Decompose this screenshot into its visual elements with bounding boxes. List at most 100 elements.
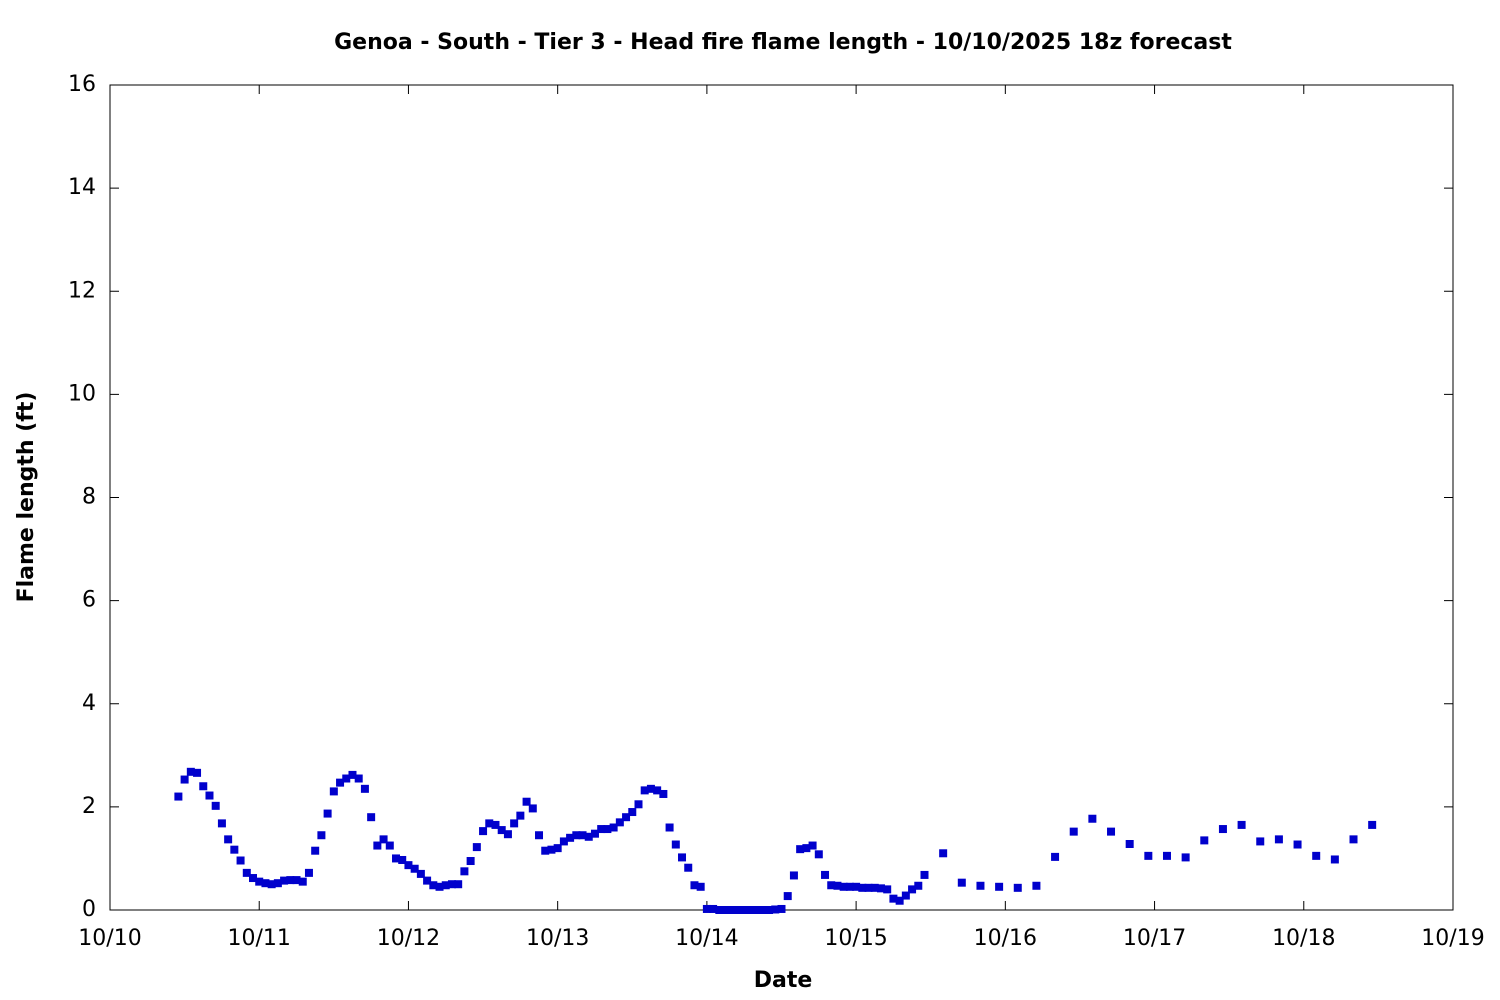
- data-point: [628, 808, 637, 817]
- data-point: [404, 861, 413, 870]
- data-point: [622, 813, 631, 822]
- y-tick-label: 8: [82, 485, 96, 510]
- x-tick-label: 10/17: [1123, 926, 1186, 951]
- data-point: [814, 850, 823, 859]
- x-tick-label: 10/13: [526, 926, 589, 951]
- data-point: [373, 841, 382, 850]
- data-point: [957, 878, 966, 887]
- data-point: [715, 906, 724, 914]
- data-point: [914, 881, 923, 890]
- data-point: [193, 768, 202, 777]
- data-point: [659, 789, 668, 798]
- data-point: [261, 879, 270, 888]
- data-point: [901, 891, 910, 900]
- y-tick-label: 16: [68, 72, 96, 97]
- data-point: [597, 825, 606, 834]
- data-point: [466, 857, 475, 866]
- data-point: [1069, 827, 1078, 836]
- data-point: [740, 906, 749, 914]
- data-point: [889, 894, 898, 903]
- data-point: [217, 819, 226, 828]
- data-point: [976, 881, 985, 890]
- data-point: [385, 841, 394, 850]
- data-point: [329, 787, 338, 796]
- data-point: [180, 775, 189, 784]
- data-point: [367, 813, 376, 822]
- data-point: [1349, 835, 1358, 844]
- data-point: [590, 829, 599, 838]
- data-point: [311, 846, 320, 855]
- data-point: [821, 870, 830, 879]
- data-point: [1256, 837, 1265, 846]
- x-axis-label: Date: [754, 968, 813, 993]
- plot-frame: [109, 84, 1454, 911]
- data-point: [1274, 835, 1283, 844]
- data-point: [174, 792, 183, 801]
- data-point: [360, 784, 369, 793]
- data-point: [410, 864, 419, 873]
- data-point: [553, 844, 562, 853]
- data-point: [777, 904, 786, 913]
- data-point: [839, 882, 848, 891]
- data-point: [304, 868, 313, 877]
- data-point: [559, 837, 568, 846]
- x-tick-label: 10/10: [78, 926, 141, 951]
- data-point: [379, 835, 388, 844]
- data-point: [1368, 820, 1377, 829]
- data-point: [298, 877, 307, 886]
- data-point: [833, 881, 842, 890]
- data-point: [895, 896, 904, 905]
- data-point: [690, 881, 699, 890]
- data-point: [876, 884, 885, 893]
- data-point: [323, 809, 332, 818]
- data-point: [640, 786, 649, 795]
- data-point: [479, 827, 488, 836]
- data-point: [609, 823, 618, 832]
- data-point: [752, 906, 761, 914]
- data-point: [634, 800, 643, 809]
- data-point: [224, 835, 233, 844]
- data-point: [1293, 840, 1302, 849]
- data-point: [416, 869, 425, 878]
- data-point: [485, 819, 494, 828]
- data-point: [852, 882, 861, 891]
- data-point: [646, 784, 655, 793]
- chart-title: Genoa - South - Tier 3 - Head fire flame…: [334, 30, 1232, 55]
- data-point: [702, 904, 711, 913]
- data-point: [354, 774, 363, 783]
- data-point: [248, 874, 257, 883]
- data-point: [1162, 851, 1171, 860]
- data-point: [858, 883, 867, 892]
- data-point: [1107, 827, 1116, 836]
- data-point: [230, 845, 239, 854]
- data-point: [429, 881, 438, 890]
- data-point: [615, 818, 624, 827]
- y-tick-label: 6: [82, 588, 96, 613]
- data-point: [1144, 851, 1153, 860]
- data-point: [435, 882, 444, 891]
- data-point: [870, 883, 879, 892]
- data-point: [441, 881, 450, 890]
- x-tick-label: 10/12: [377, 926, 440, 951]
- data-point: [510, 819, 519, 828]
- data-point: [727, 906, 736, 914]
- data-point: [802, 844, 811, 853]
- data-point: [771, 905, 780, 914]
- x-tick-label: 10/14: [675, 926, 738, 951]
- data-point: [472, 843, 481, 852]
- data-point: [398, 855, 407, 864]
- data-point: [584, 832, 593, 841]
- data-point: [541, 846, 550, 855]
- y-tick-label: 4: [82, 691, 96, 716]
- data-point: [709, 904, 718, 913]
- data-point: [1125, 840, 1134, 848]
- data-point: [696, 882, 705, 891]
- data-point: [665, 823, 674, 832]
- data-point: [746, 906, 755, 914]
- data-point: [267, 880, 276, 889]
- data-point: [280, 876, 289, 885]
- data-point: [678, 853, 687, 862]
- data-point: [348, 770, 357, 779]
- data-point: [186, 767, 195, 776]
- data-point: [392, 854, 401, 863]
